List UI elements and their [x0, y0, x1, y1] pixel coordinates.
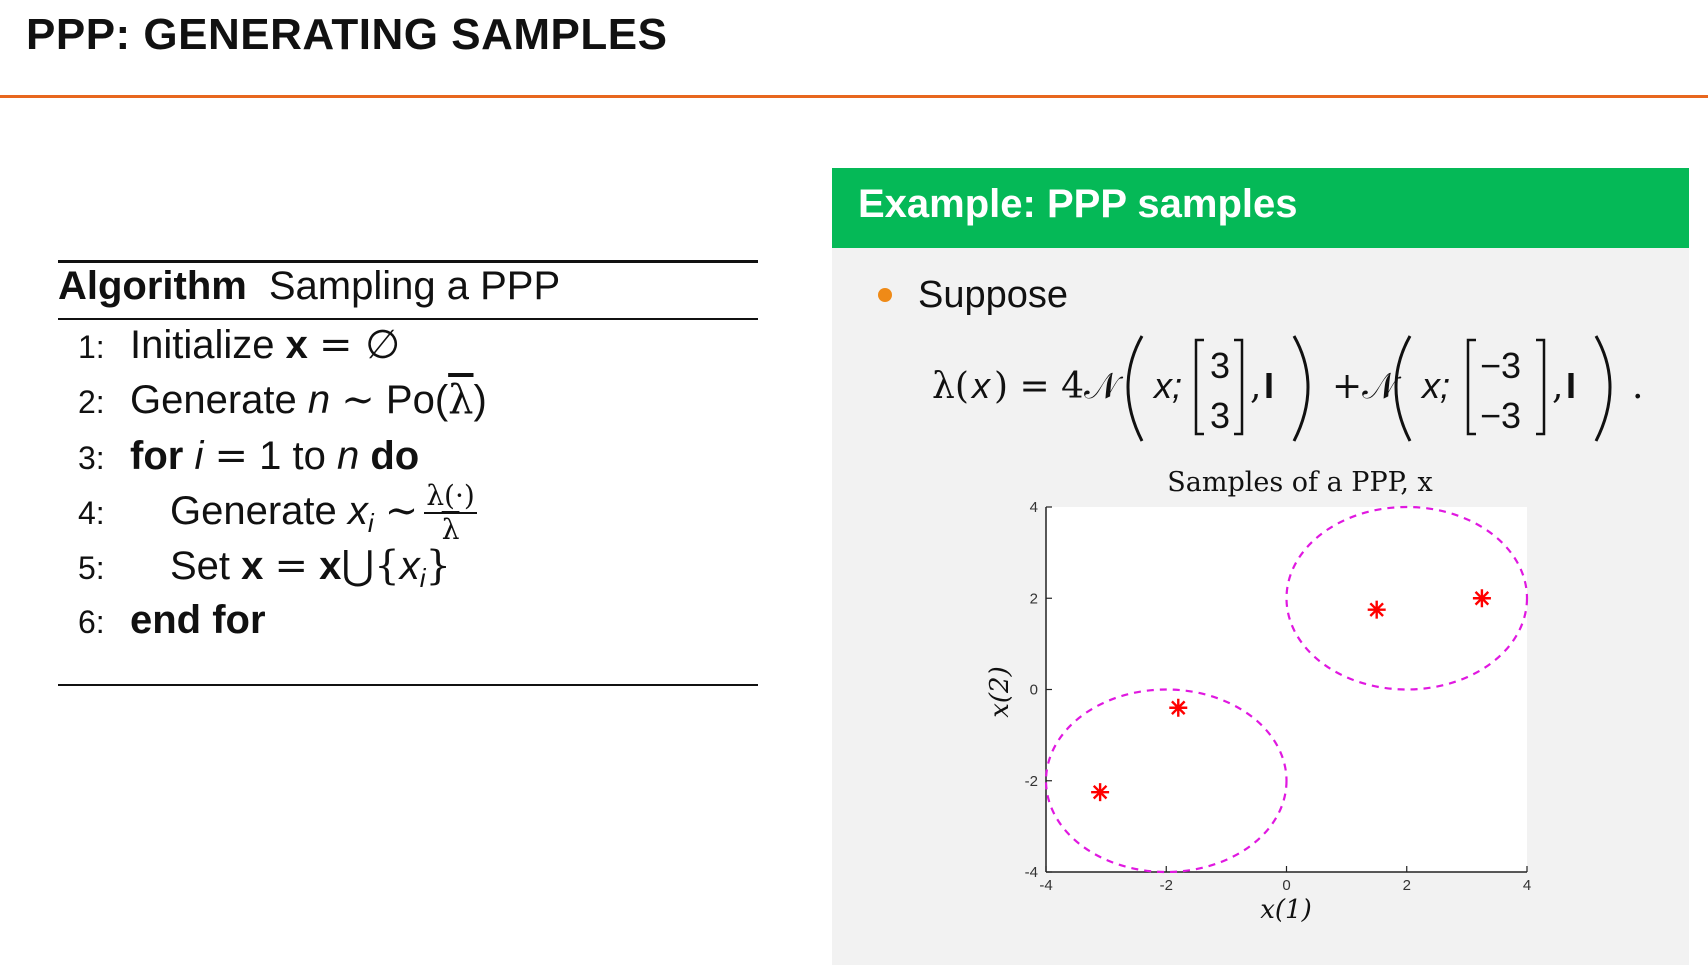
plot-area: [1046, 507, 1527, 872]
x-axis-label: x(1): [1260, 895, 1312, 925]
y-axis-label: x(2): [985, 666, 1015, 718]
svg-text:3: 3: [1210, 345, 1230, 386]
x-tick-label: -2: [1160, 877, 1173, 894]
svg-text:x: x: [970, 365, 992, 406]
sample-point-2: [1169, 698, 1188, 717]
svg-text:x;: x;: [1420, 365, 1450, 406]
sample-point-1: [1091, 783, 1110, 802]
line-number: 1:: [78, 329, 105, 365]
suppose-text: Suppose: [918, 274, 1069, 316]
algorithm-line-2: 2: Generate n ∼ Po(λ): [78, 377, 487, 423]
algorithm-line-6: 6: end for: [78, 598, 266, 642]
chart-title: Samples of a PPP, x: [1167, 467, 1432, 498]
y-tick-label: 2: [1030, 590, 1038, 607]
example-header: Example: PPP samples: [832, 168, 1689, 248]
algorithm-top-rule: [58, 260, 758, 263]
svg-text:3: 3: [1210, 395, 1230, 436]
y-tick-label: 4: [1030, 499, 1038, 516]
y-tick-label: -4: [1025, 864, 1038, 881]
y-tick-label: -2: [1025, 773, 1038, 790]
line-number: 2:: [78, 384, 105, 420]
contour-ellipse-2: [1285, 505, 1529, 691]
line-number: 5:: [78, 550, 105, 586]
x-tick-label: 0: [1282, 877, 1290, 894]
x-tick-label: -4: [1039, 877, 1052, 894]
algorithm-line-1: 1: Initialize x = ∅: [78, 322, 401, 368]
svg-text:) = 4𝒩: ) = 4𝒩: [994, 366, 1124, 407]
svg-text:.: .: [1632, 366, 1643, 407]
algorithm-keyword: Algorithm: [58, 264, 247, 308]
line-number: 6:: [78, 604, 105, 640]
svg-text:x;: x;: [1152, 365, 1182, 406]
slide-title: PPP: GENERATING SAMPLES: [26, 10, 668, 59]
svg-text:λ(: λ(: [932, 366, 969, 407]
algorithm-header: Algorithm Sampling a PPP: [58, 264, 560, 309]
example-header-text: Example: PPP samples: [858, 182, 1298, 226]
svg-text:−3: −3: [1480, 345, 1521, 386]
algorithm-line-3: 3: for i = 1 to n do: [78, 433, 420, 479]
line-number: 3:: [78, 440, 105, 476]
svg-text:,: ,: [1250, 366, 1261, 407]
svg-text:I: I: [1566, 365, 1576, 406]
svg-text:,: ,: [1552, 366, 1563, 407]
svg-text:I: I: [1264, 365, 1274, 406]
sample-point-4: [1472, 589, 1491, 608]
intensity-equation: λ( x ) = 4𝒩 x; 3 3 , I +𝒩 x; −3 −3 , I: [932, 335, 1643, 442]
algorithm-line-4: 4: Generate xi ∼ λ(·) λ: [78, 479, 477, 546]
algorithm-name: Sampling a PPP: [268, 264, 561, 308]
algorithm-header-rule: [58, 318, 758, 320]
bullet-dot: [878, 288, 892, 302]
svg-text:+𝒩: +𝒩: [1332, 366, 1402, 407]
title-underline: [0, 95, 1708, 98]
algorithm-bottom-rule: [58, 684, 758, 686]
algorithm-line-5: 5: Set x = x⋃{xi}: [78, 543, 451, 593]
contour-ellipse-1: [1044, 688, 1288, 874]
y-tick-label: 0: [1030, 682, 1038, 699]
sample-point-3: [1367, 600, 1386, 619]
x-tick-label: 4: [1523, 877, 1531, 894]
line-number: 4:: [78, 494, 105, 531]
x-tick-label: 2: [1403, 877, 1411, 894]
svg-text:−3: −3: [1480, 395, 1521, 436]
